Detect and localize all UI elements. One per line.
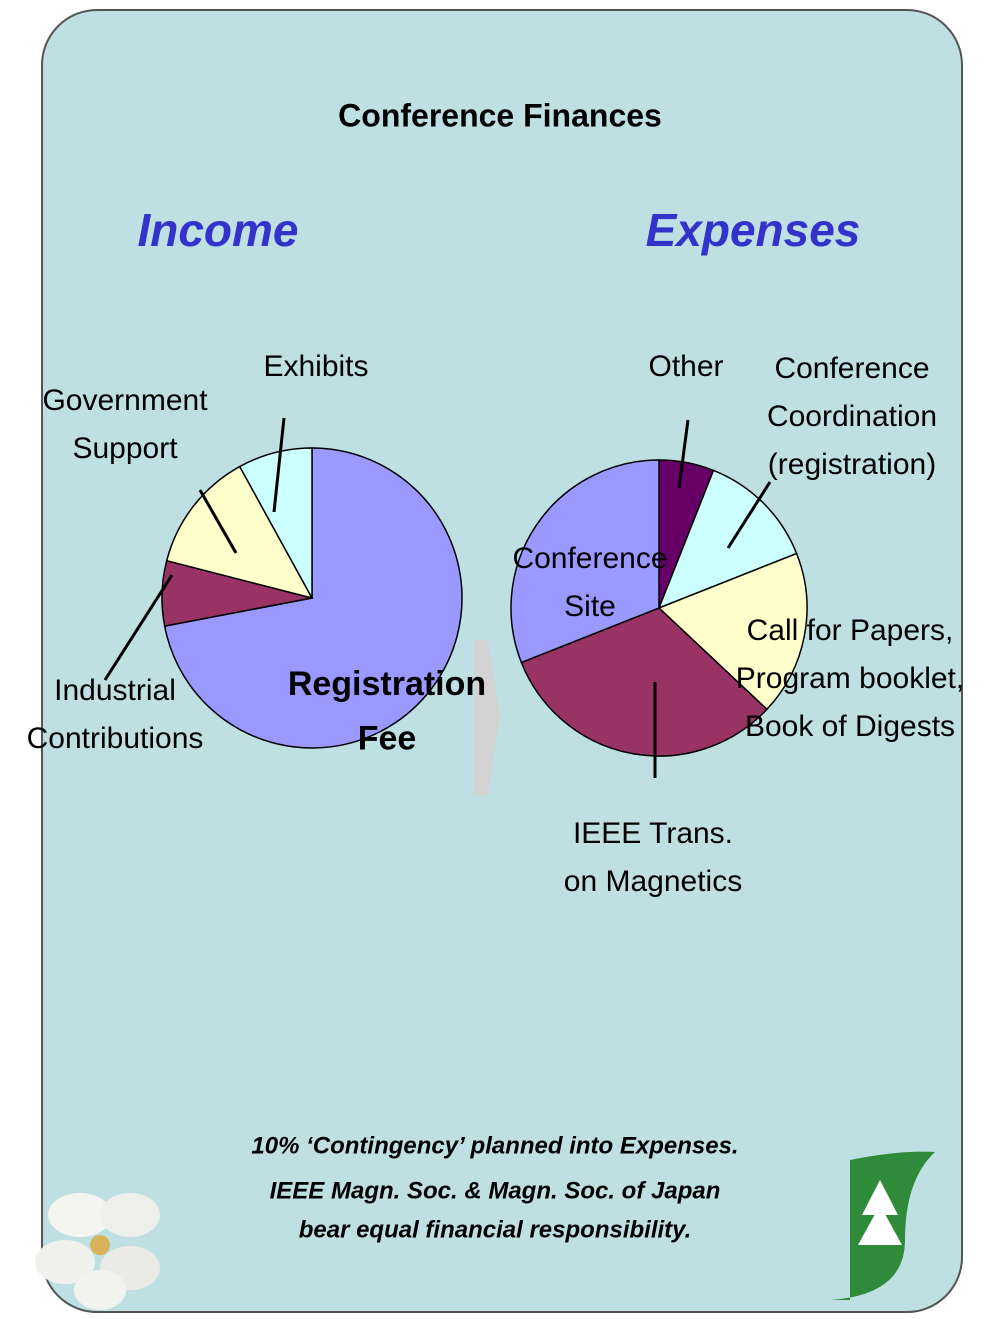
leader-line (677, 419, 690, 489)
leader-line (103, 574, 174, 681)
slice-label: Other (648, 350, 723, 383)
slice-label: Conference Site (512, 542, 667, 623)
chart-title: Income (137, 204, 298, 256)
footnote: bear equal financial responsibility. (299, 1216, 692, 1243)
slide-title: Conference Finances (338, 97, 662, 133)
pie-slice (520, 607, 768, 757)
slice-label: Conference Coordination (registration) (767, 352, 937, 481)
leader-line (272, 417, 286, 513)
footnote: IEEE Magn. Soc. & Magn. Soc. of Japan (270, 1177, 721, 1204)
slice-label: Call for Papers, Program booklet, Book of … (736, 614, 964, 743)
logo (830, 1151, 935, 1300)
pie-slice (238, 447, 313, 599)
slice-label: Industrial Contributions (27, 674, 204, 755)
slice-label: Registration Fee (288, 665, 486, 757)
leader-line (726, 481, 772, 549)
pie-slice (657, 552, 808, 711)
slice-label: Government Support (42, 384, 208, 465)
pie-slice (163, 447, 463, 749)
footnote: 10% ‘Contingency’ planned into Expenses. (251, 1132, 738, 1159)
leader-line (198, 489, 238, 554)
slice-label: IEEE Trans. on Magnetics (564, 817, 742, 898)
chart-title: Expenses (646, 204, 861, 256)
slice-label: Exhibits (263, 350, 368, 383)
flower (35, 1193, 160, 1310)
pie-slice (165, 465, 314, 600)
panel (41, 9, 963, 1313)
pie-slice (510, 459, 660, 664)
arrow (474, 640, 500, 795)
pie-slice (657, 469, 798, 610)
